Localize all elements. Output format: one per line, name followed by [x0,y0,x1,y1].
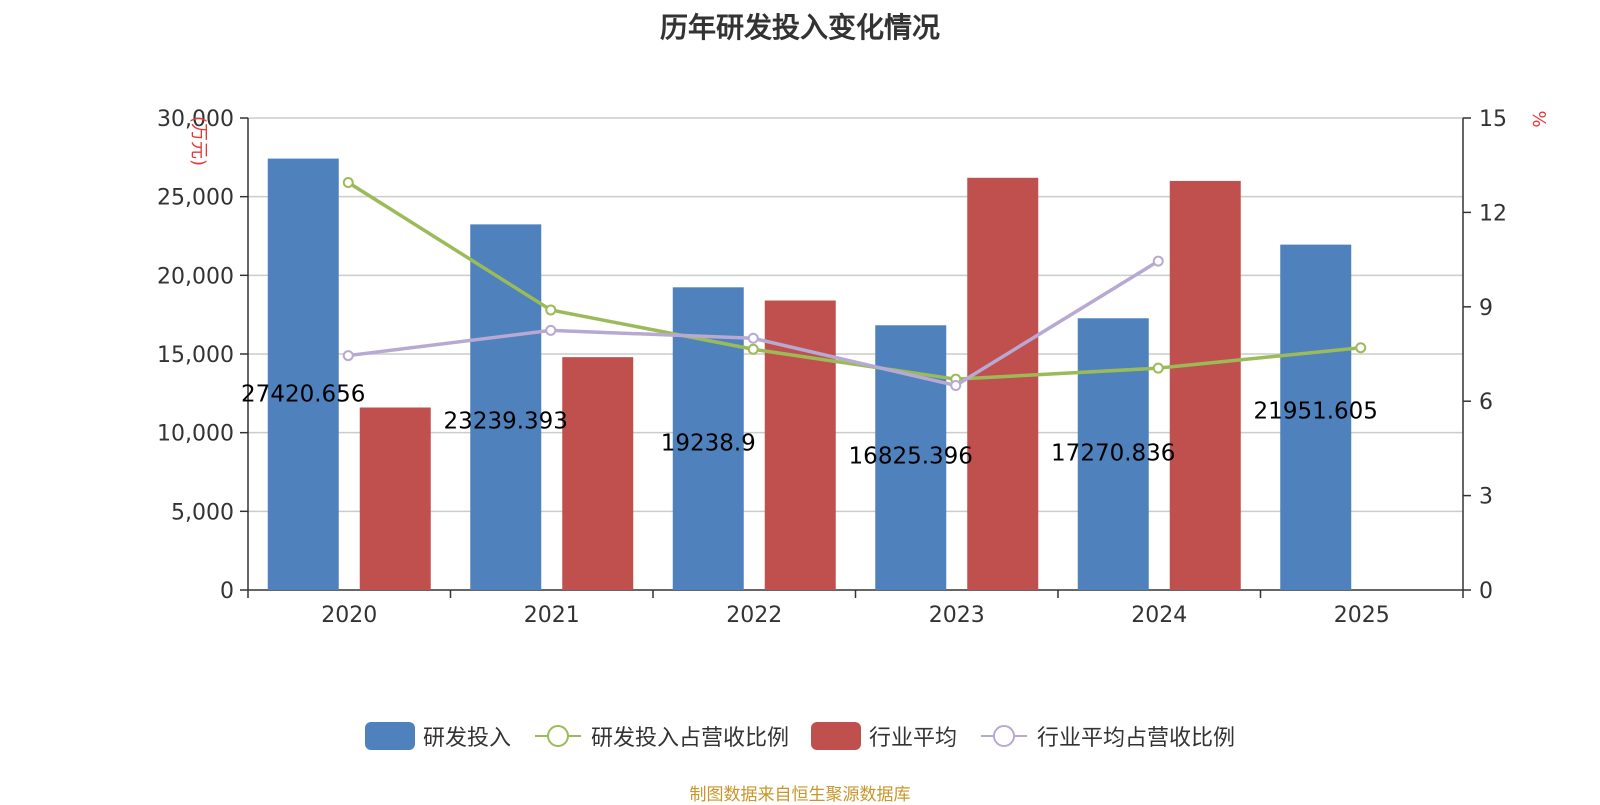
legend-label-industry-ratio: 行业平均占营收比例 [1037,726,1236,751]
y-left-tick-label: 5,000 [171,500,234,525]
bar [267,158,339,591]
y-left-tick-label: 0 [220,579,234,604]
data-label: 23239.393 [444,408,568,434]
chart-title: 历年研发投入变化情况 [659,11,940,44]
y-left-tick-label: 30,000 [157,107,234,132]
x-tick-label: 2020 [321,603,377,628]
y-left-tick-label: 20,000 [157,264,234,289]
line-point [545,324,557,336]
data-label: 17270.836 [1051,440,1175,466]
data-label: 16825.396 [849,443,973,469]
legend-swatch-industry-average [811,722,861,750]
series-line [347,181,1361,381]
line-point [342,350,354,362]
legend-swatch-rd-ratio [534,725,581,747]
x-tick-label: 2022 [726,603,782,628]
y-left-unit-label: (万元) [188,116,209,166]
legend-item-rd-ratio[interactable]: 研发投入占营收比例 [533,720,789,752]
y-right-tick-label: 15 [1479,107,1507,132]
data-label: 21951.605 [1254,399,1378,425]
line-point [747,343,759,355]
line-point [1152,362,1164,374]
legend: 研发投入 研发投入占营收比例 行业平均 行业平均占营收比例 [0,720,1600,752]
bar [470,224,542,590]
bar [1077,318,1149,590]
legend-item-industry-ratio[interactable]: 行业平均占营收比例 [979,720,1235,752]
bar [359,407,431,590]
legend-item-industry-average[interactable]: 行业平均 [811,720,957,752]
source-note: 制图数据来自恒生聚源数据库 [689,785,911,805]
bar [1169,180,1241,590]
data-label: 27420.656 [241,382,365,408]
x-tick-label: 2021 [524,603,580,628]
data-label: 19238.9 [661,430,756,456]
x-tick-label: 2023 [929,603,985,628]
y-left-tick-label: 25,000 [157,186,234,211]
line-point [545,304,557,316]
x-tick-label: 2024 [1131,603,1187,628]
bar [1280,244,1352,590]
bar [967,177,1039,590]
x-tick-label: 2025 [1334,603,1390,628]
legend-swatch-rd-investment [364,722,415,750]
legend-swatch-industry-ratio [981,725,1028,747]
line-point [342,177,354,189]
y-right-tick-label: 0 [1479,579,1493,604]
line-point [950,379,962,391]
bar [562,357,634,590]
legend-label-rd-ratio: 研发投入占营收比例 [590,726,789,751]
y-right-unit-label: % [1528,110,1549,127]
y-right-tick-label: 6 [1479,390,1493,415]
line-point [1152,255,1164,267]
legend-label-industry-average: 行业平均 [869,726,958,751]
y-left-tick-label: 10,000 [157,422,234,447]
legend-item-rd-investment[interactable]: 研发投入 [364,720,511,752]
y-right-tick-label: 9 [1479,296,1493,321]
line-point [1355,342,1367,354]
line-point [747,332,759,344]
y-left-tick-label: 15,000 [157,343,234,368]
y-right-tick-label: 3 [1479,485,1493,510]
y-right-tick-label: 12 [1479,201,1507,226]
legend-label-rd-investment: 研发投入 [422,726,511,751]
